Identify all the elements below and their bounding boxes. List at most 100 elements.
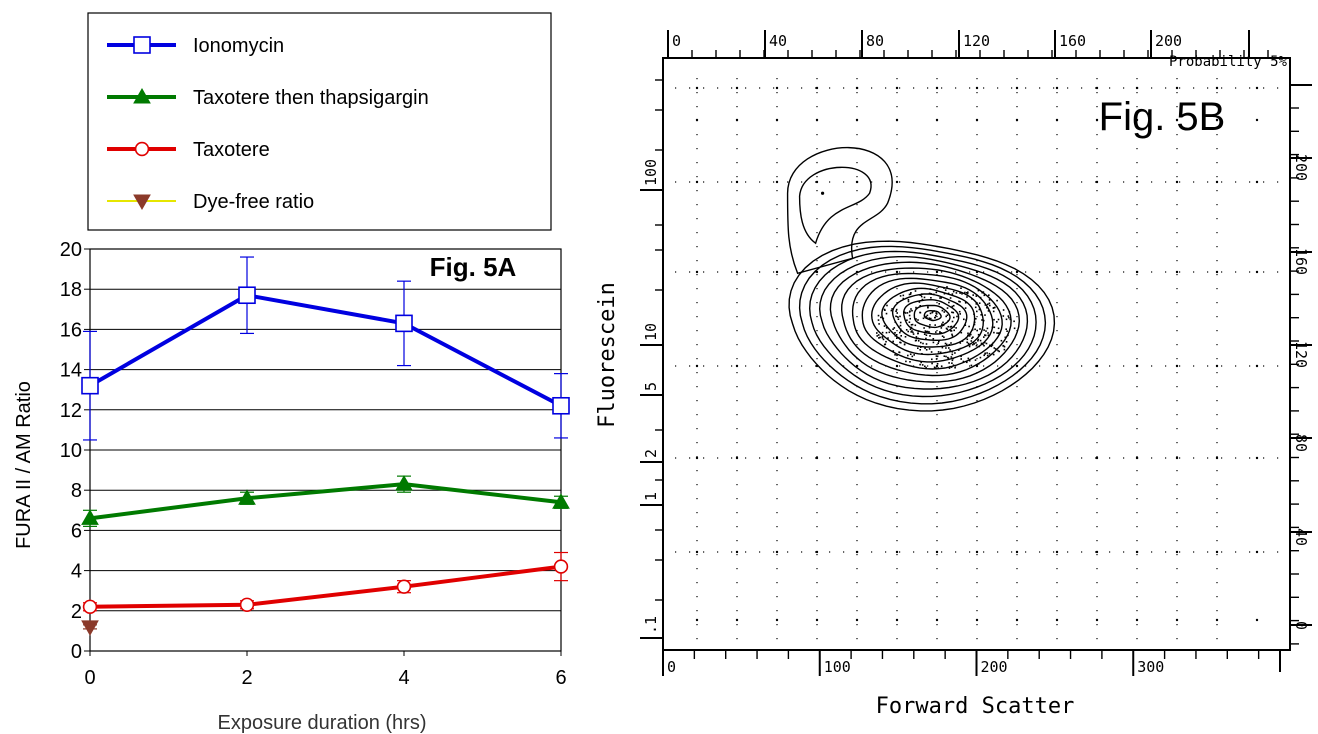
grid-dot — [895, 456, 899, 460]
y-tick-label: 18 — [60, 279, 82, 301]
grid-dot — [871, 365, 873, 367]
grid-dot — [936, 78, 938, 80]
grid-dot — [776, 456, 778, 458]
grid-dot — [736, 260, 738, 262]
grid-dot — [745, 365, 747, 367]
grid-dot — [1056, 484, 1058, 486]
grid-dot — [1136, 624, 1138, 626]
grid-dot — [1056, 442, 1058, 444]
event-dot — [925, 315, 927, 318]
grid-dot — [1136, 526, 1138, 528]
grid-dot — [1067, 551, 1069, 553]
grid-dot — [976, 638, 978, 640]
grid-dot — [736, 414, 738, 416]
event-dot — [978, 302, 981, 304]
grid-dot — [1136, 162, 1138, 164]
event-dot — [966, 338, 969, 341]
grid-dot — [1011, 551, 1013, 553]
grid-dot — [871, 181, 873, 183]
grid-dot — [1207, 551, 1209, 553]
event-dot — [951, 320, 954, 323]
event-dot — [971, 298, 973, 300]
grid-dot — [696, 316, 698, 318]
grid-dot — [1096, 232, 1098, 234]
grid-dot — [1216, 260, 1218, 262]
event-dot — [953, 329, 955, 332]
grid-dot — [1016, 554, 1018, 556]
event-dot — [1003, 348, 1006, 351]
event-dot — [904, 312, 907, 314]
grid-dot — [1216, 204, 1218, 206]
event-dot — [937, 351, 940, 353]
grid-dot — [1216, 302, 1218, 304]
event-dot — [921, 364, 924, 366]
grid-dot — [736, 330, 738, 332]
right-tick-label: 120 — [1292, 341, 1310, 368]
grid-dot — [696, 232, 698, 234]
event-dot — [952, 311, 955, 314]
chart-title: Fig. 5B — [1099, 95, 1226, 139]
event-dot — [910, 326, 913, 329]
grid-dot — [775, 456, 779, 460]
event-dot — [968, 325, 970, 328]
grid-dot — [936, 134, 938, 136]
event-dot — [914, 324, 917, 327]
event-dot — [967, 291, 969, 293]
grid-dot — [1277, 457, 1279, 459]
grid-dot — [776, 134, 778, 136]
grid-dot — [703, 457, 705, 459]
bottom-tick-label: 0 — [667, 658, 676, 676]
grid-dot — [1016, 260, 1018, 262]
event-dot — [909, 293, 912, 295]
grid-dot — [936, 344, 938, 346]
grid-dot — [1056, 288, 1058, 290]
event-dot — [885, 312, 888, 315]
grid-dot — [1015, 180, 1019, 184]
grid-dot — [1053, 551, 1055, 553]
grid-dot — [1096, 274, 1098, 276]
grid-dot — [736, 596, 738, 598]
event-dot — [982, 343, 984, 346]
grid-dot — [773, 457, 775, 459]
grid-dot — [759, 365, 761, 367]
event-dot — [907, 299, 910, 301]
grid-dot — [1255, 270, 1259, 274]
grid-dot — [955, 87, 957, 89]
grid-dot — [759, 271, 761, 273]
event-dot — [964, 324, 967, 326]
grid-dot — [1056, 526, 1058, 528]
grid-dot — [976, 246, 978, 248]
grid-dot — [1056, 78, 1058, 80]
event-dot — [972, 294, 974, 296]
event-dot — [943, 336, 945, 339]
event-dot — [932, 341, 935, 344]
grid-dot — [976, 568, 978, 570]
grid-dot — [1056, 372, 1058, 374]
grid-dot — [717, 551, 719, 553]
grid-dot — [776, 302, 778, 304]
event-dot — [974, 306, 977, 309]
grid-dot — [1151, 365, 1153, 367]
grid-dot — [885, 181, 887, 183]
grid-dot — [1081, 551, 1083, 553]
grid-dot — [1221, 457, 1223, 459]
event-dot — [951, 351, 954, 353]
event-dot — [919, 346, 922, 348]
event-dot — [895, 310, 897, 312]
event-dot — [911, 330, 913, 332]
grid-dot — [843, 181, 845, 183]
event-dot — [940, 327, 943, 329]
grid-dot — [736, 92, 738, 94]
grid-dot — [856, 372, 858, 374]
event-dot — [976, 310, 978, 313]
grid-dot — [1016, 204, 1018, 206]
event-dot — [959, 301, 961, 303]
grid-dot — [1016, 638, 1018, 640]
event-dot — [986, 306, 988, 309]
grid-dot — [1016, 568, 1018, 570]
plot-frame — [662, 57, 1291, 651]
grid-dot — [1216, 624, 1218, 626]
event-dot — [899, 324, 902, 327]
event-dot — [984, 304, 987, 306]
grid-dot — [936, 526, 938, 528]
